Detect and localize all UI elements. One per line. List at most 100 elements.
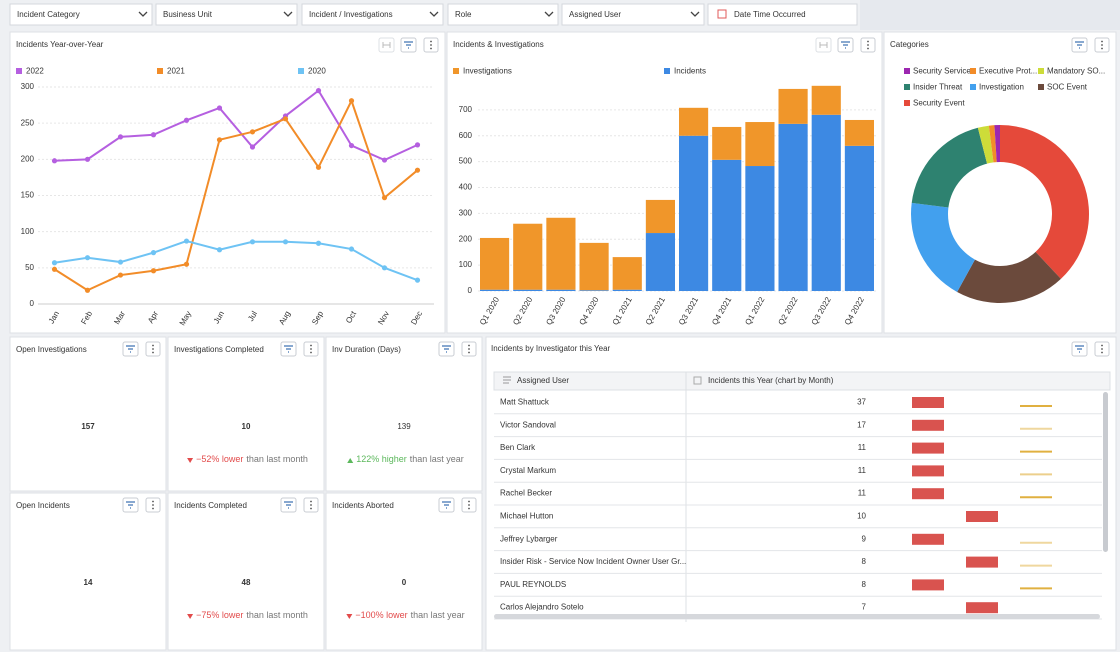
donut-slice [977, 125, 994, 164]
line-series [53, 98, 419, 292]
bar-segment [679, 135, 709, 291]
legend-swatch [904, 68, 910, 74]
more-icon [430, 44, 432, 46]
line-point [183, 261, 190, 267]
more-icon [1101, 351, 1103, 354]
y-tick-label: 400 [459, 183, 473, 192]
more-button[interactable] [860, 37, 876, 53]
kpi-title: Open Investigations [16, 345, 87, 354]
legend-swatch [1038, 84, 1044, 90]
cell: 7 [862, 603, 867, 612]
delta-value: −100% lower [355, 610, 407, 620]
kpi-value: 0 [402, 578, 407, 587]
filter-button[interactable] [438, 341, 455, 357]
filter-button[interactable] [122, 497, 139, 513]
dropdown-frame [447, 3, 559, 26]
line-point [414, 167, 421, 173]
more-icon [310, 348, 312, 350]
kpi-delta: −75% lower than last month [196, 610, 308, 620]
filter-button[interactable] [280, 497, 297, 513]
delta-value: −75% lower [196, 610, 243, 620]
bar-segment [579, 290, 609, 291]
chevron [429, 11, 439, 17]
legend-label: Investigation [979, 83, 1024, 92]
more-button[interactable] [461, 497, 477, 513]
more-button[interactable] [1094, 341, 1110, 357]
kpi-value: 48 [242, 578, 251, 587]
column-icon [503, 376, 511, 384]
more-button[interactable] [145, 497, 161, 513]
h-scrollbar[interactable] [494, 614, 1100, 619]
line-point [117, 272, 124, 278]
filter-dropdown[interactable] [9, 3, 153, 26]
filter-button[interactable] [1071, 341, 1088, 357]
kpi-title: Incidents Aborted [332, 501, 394, 510]
legend-label: Mandatory SO... [1047, 67, 1105, 76]
line-point [315, 88, 322, 94]
bar-segment [811, 114, 841, 291]
bar-segment [513, 223, 543, 290]
more-icon [867, 47, 869, 50]
y-tick-label: 300 [21, 82, 35, 91]
donut-slice [910, 202, 975, 292]
kpi-delta: −52% lower than last month [196, 454, 308, 464]
more-button[interactable] [303, 497, 319, 513]
more-button[interactable] [461, 341, 477, 357]
kpi-tile [9, 492, 167, 651]
more-icon [152, 344, 154, 347]
more-icon [310, 507, 312, 510]
y-tick-label: 300 [459, 208, 473, 217]
y-tick-label: 0 [30, 299, 35, 308]
line-point [348, 142, 355, 149]
cell: Rachel Becker [500, 489, 552, 498]
filter-button[interactable] [438, 497, 455, 513]
line-point [183, 238, 190, 244]
filter-button[interactable] [400, 37, 417, 53]
line-point [381, 195, 388, 201]
more-button[interactable] [145, 341, 161, 357]
more-icon [1101, 40, 1103, 43]
filter-dropdown[interactable] [707, 3, 858, 26]
bar-segment [844, 145, 874, 291]
dropdown-frame [561, 3, 705, 26]
filter-dropdown[interactable] [561, 3, 705, 26]
bar-segment [645, 199, 675, 234]
scrollbar[interactable] [1103, 392, 1108, 552]
donut-slice [994, 125, 1000, 163]
kpi-tile [325, 492, 483, 651]
y-tick-label: 150 [21, 191, 35, 200]
more-icon [1101, 47, 1103, 50]
content: Incident Category Business Unit Incident /… [9, 3, 1111, 651]
spark-bar [912, 419, 944, 431]
filter-button[interactable] [1071, 37, 1088, 53]
more-icon [152, 351, 154, 354]
y-tick-label: 0 [468, 286, 473, 295]
filter-label: Role [455, 10, 472, 19]
filter-dropdown[interactable] [155, 3, 298, 26]
kpi-delta: 122% higher than last year [356, 454, 464, 464]
filter-label: Incident / Investigations [309, 10, 393, 19]
more-icon [468, 504, 470, 506]
filter-button[interactable] [837, 37, 854, 53]
more-button[interactable] [1094, 37, 1110, 53]
expand-button[interactable] [815, 37, 832, 53]
bar-segment [778, 88, 808, 124]
more-icon [867, 44, 869, 46]
legend-label: 2022 [26, 67, 44, 76]
more-button[interactable] [423, 37, 439, 53]
line-point [150, 268, 157, 274]
line-point [348, 98, 355, 104]
more-icon [152, 507, 154, 510]
filter-button[interactable] [280, 341, 297, 357]
legend-swatch [1038, 68, 1044, 74]
chevron [138, 11, 148, 17]
chevron [690, 11, 700, 17]
filter-dropdown[interactable] [447, 3, 559, 26]
more-button[interactable] [303, 341, 319, 357]
filter-button[interactable] [122, 341, 139, 357]
cell: PAUL REYNOLDS [500, 580, 566, 589]
legend-label: SOC Event [1047, 83, 1088, 92]
expand-button[interactable] [378, 37, 395, 53]
filter-dropdown[interactable] [301, 3, 444, 26]
spark-bar [912, 397, 944, 408]
